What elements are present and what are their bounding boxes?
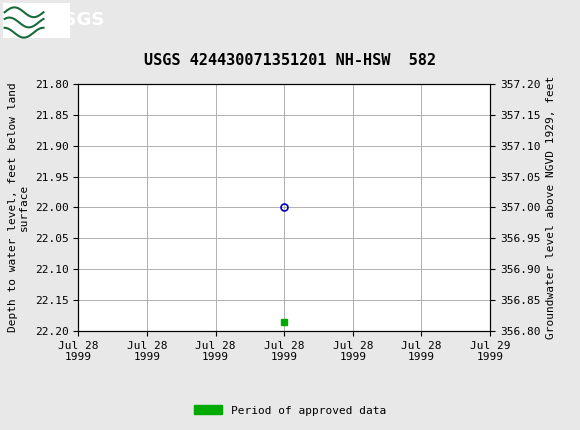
Legend: Period of approved data: Period of approved data — [190, 401, 390, 420]
Y-axis label: Groundwater level above NGVD 1929, feet: Groundwater level above NGVD 1929, feet — [546, 76, 556, 339]
Y-axis label: Depth to water level, feet below land
surface: Depth to water level, feet below land su… — [8, 83, 29, 332]
FancyBboxPatch shape — [3, 3, 70, 37]
Text: USGS: USGS — [49, 12, 104, 29]
Text: USGS 424430071351201 NH-HSW  582: USGS 424430071351201 NH-HSW 582 — [144, 53, 436, 68]
